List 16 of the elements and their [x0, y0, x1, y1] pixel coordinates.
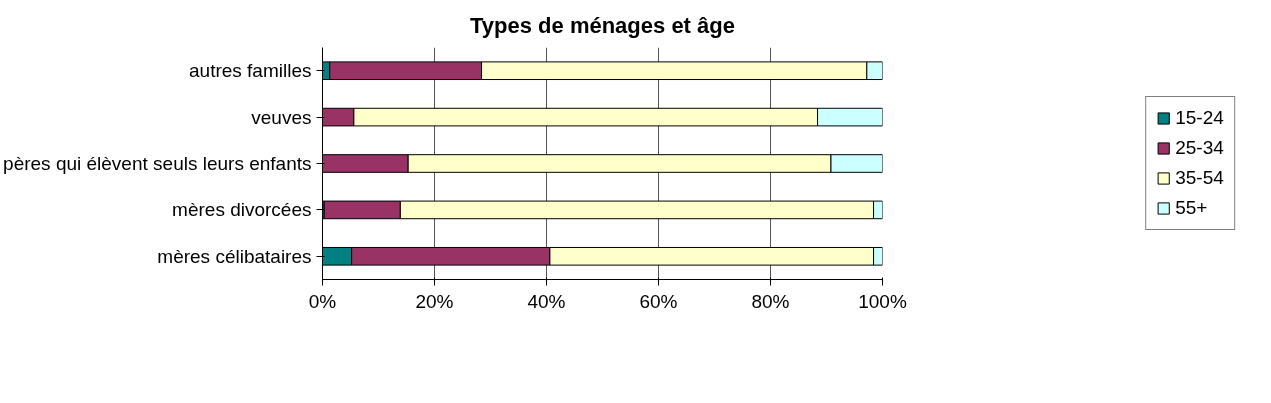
x-tick-label: 40% [527, 290, 566, 312]
legend-label: 55+ [1175, 197, 1208, 219]
x-tick-label: 100% [858, 290, 907, 312]
y-tick-label: mères divorcées [172, 199, 312, 221]
x-tick-label: 0% [308, 290, 337, 312]
x-tick-label: 60% [639, 290, 678, 312]
y-tick-label: veuves [251, 106, 312, 128]
y-tick-label: pères qui élèvent seuls leurs enfants [3, 153, 312, 174]
x-tick-label: 80% [751, 290, 790, 312]
legend-label: 15-24 [1175, 107, 1224, 129]
x-tick-label: 20% [415, 290, 454, 312]
legend-label: 35-54 [1175, 167, 1224, 189]
y-tick-label: autres familles [189, 60, 312, 82]
legend-label: 25-34 [1175, 137, 1224, 159]
chart-title: Types de ménages et âge [470, 12, 735, 38]
y-tick-label: mères célibataires [157, 245, 312, 267]
